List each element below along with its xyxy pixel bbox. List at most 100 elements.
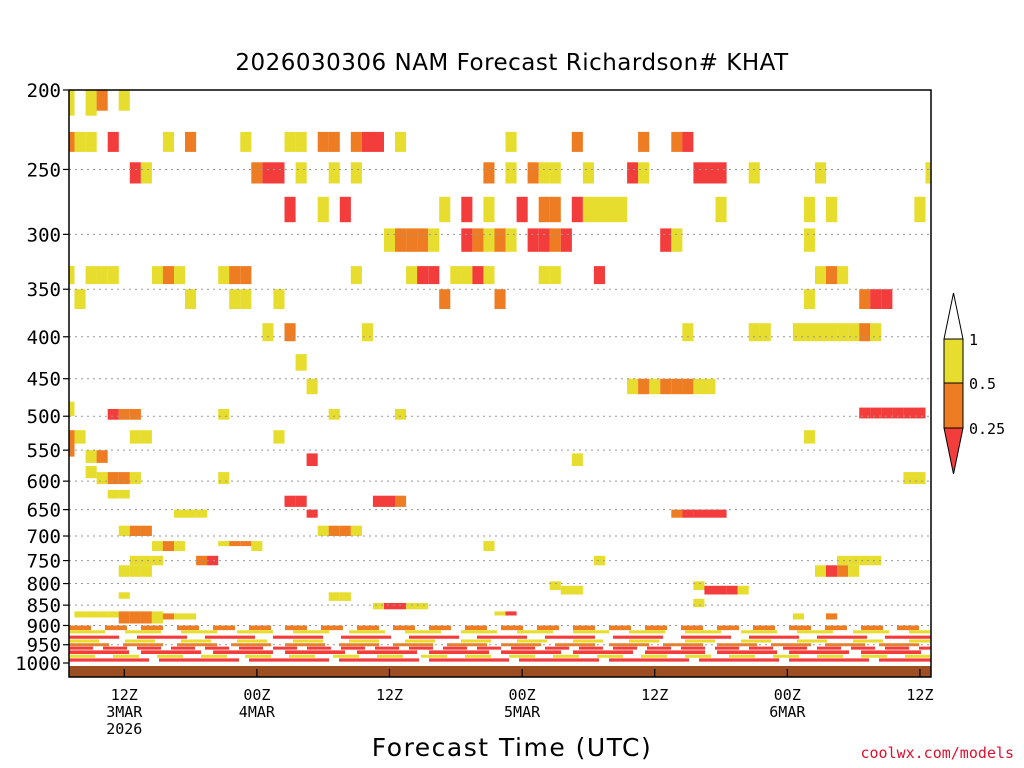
ri-cell-232 [395,603,407,610]
ri-cell-119 [682,323,694,342]
ri-cell-37 [582,162,594,184]
ri-cell-80 [803,228,815,252]
x-tick-label-24-1: 4MAR [239,703,276,721]
x-tick-label-36-0: 12Z [376,686,403,704]
ri-cell-183 [682,509,694,518]
ri-cell-49 [439,196,451,223]
ri-cell-144 [218,409,230,420]
ri-cell-73 [505,228,517,252]
ri-cell-209 [848,555,860,566]
ri-cell-62 [826,196,838,223]
ri-cell-35 [538,162,550,184]
ri-cell-46 [284,196,296,223]
ri-cell-125 [826,323,838,342]
plot-frame [68,89,932,678]
ri-cell-30 [328,162,340,184]
ri-cell-78 [660,228,672,252]
ri-cell-138 [693,378,705,395]
ri-cell-163 [85,466,97,479]
ri-cell-54 [549,196,561,223]
ri-cell-192 [129,525,141,536]
ri-cell-184 [693,509,705,518]
ri-cell-156 [140,430,152,444]
ri-cell-152 [914,407,926,419]
ri-cell-28 [129,162,141,184]
y-tick-label-650: 650 [27,500,61,522]
ri-cell-223 [704,585,716,595]
data-cells [69,90,931,677]
ri-cell-159 [85,450,97,463]
legend-above-1 [943,292,964,340]
ri-cell-91 [350,266,362,285]
ri-cell-161 [306,453,318,466]
ri-cell-227 [118,592,130,599]
ri-cell-81 [69,266,75,285]
ri-cell-148 [870,407,882,419]
ri-cell-142 [118,409,130,420]
ri-cell-178 [174,509,186,518]
y-tick-label-400: 400 [27,327,61,349]
ri-cell-195 [162,541,174,551]
ri-cell-113 [859,289,871,309]
ri-cell-108 [240,289,252,309]
ri-cell-14 [328,131,340,152]
ri-cell-103 [826,266,838,285]
ri-cell-230 [372,603,384,610]
ri-cell-224 [715,585,727,595]
ri-cell-61 [803,196,815,223]
chart-title: 2026030306 NAM Forecast Richardson# KHAT [235,50,789,76]
ri-cell-90 [240,266,252,285]
ri-cell-141 [107,409,119,420]
ri-cell-173 [284,495,296,507]
ri-cell-139 [704,378,716,395]
ri-cell-42 [715,162,727,184]
ri-cell-203 [140,555,152,566]
ri-cell-136 [671,378,683,395]
ri-cell-211 [870,555,882,566]
credit-link[interactable]: coolwx.com/models [860,744,1014,762]
x-tick-label-72-0: 00Z [774,686,801,704]
ri-cell-16 [361,131,373,152]
x-axis-label: Forecast Time (UTC) [371,733,653,762]
ri-cell-147 [859,407,871,419]
ri-cell-197 [218,541,230,547]
y-tick-label-750: 750 [27,551,61,573]
ri-cell-71 [483,228,495,252]
ri-cell-121 [759,323,771,342]
ri-cell-172 [118,489,130,499]
y-tick-label-250: 250 [27,159,61,181]
ri-cell-104 [837,266,849,285]
ri-cell-48 [339,196,351,223]
ri-cell-24 [251,162,263,184]
x-tick-label-12-1: 3MAR [106,703,143,721]
y-tick-label-850: 850 [27,595,61,617]
ri-cell-98 [483,266,495,285]
ri-cell-129 [870,323,882,342]
ri-cell-55 [571,196,583,223]
ri-cell-171 [107,489,119,499]
ri-cell-155 [129,430,141,444]
ri-cell-85 [151,266,163,285]
y-tick-label-700: 700 [27,526,61,548]
ri-cell-29 [140,162,152,184]
ri-cell-60 [715,196,727,223]
legend-label-2: 0.25 [969,420,1005,438]
ri-cell-32 [483,162,495,184]
ri-cell-69 [461,228,473,252]
ri-cell-70 [472,228,484,252]
y-tick-label-200: 200 [27,80,61,102]
ri-cell-99 [538,266,550,285]
ri-cell-233 [406,603,418,610]
ri-cell-175 [372,495,384,507]
ri-cell-41 [704,162,716,184]
ri-cell-137 [682,378,694,395]
ri-cell-179 [185,509,197,518]
ri-cell-207 [593,555,605,566]
ri-cell-238 [96,611,108,618]
ri-cell-95 [450,266,462,285]
ri-cell-117 [284,323,296,342]
ri-cell-145 [328,409,340,420]
x-tick-label-12-2: 2026 [106,720,142,738]
ri-cell-11 [284,131,296,152]
